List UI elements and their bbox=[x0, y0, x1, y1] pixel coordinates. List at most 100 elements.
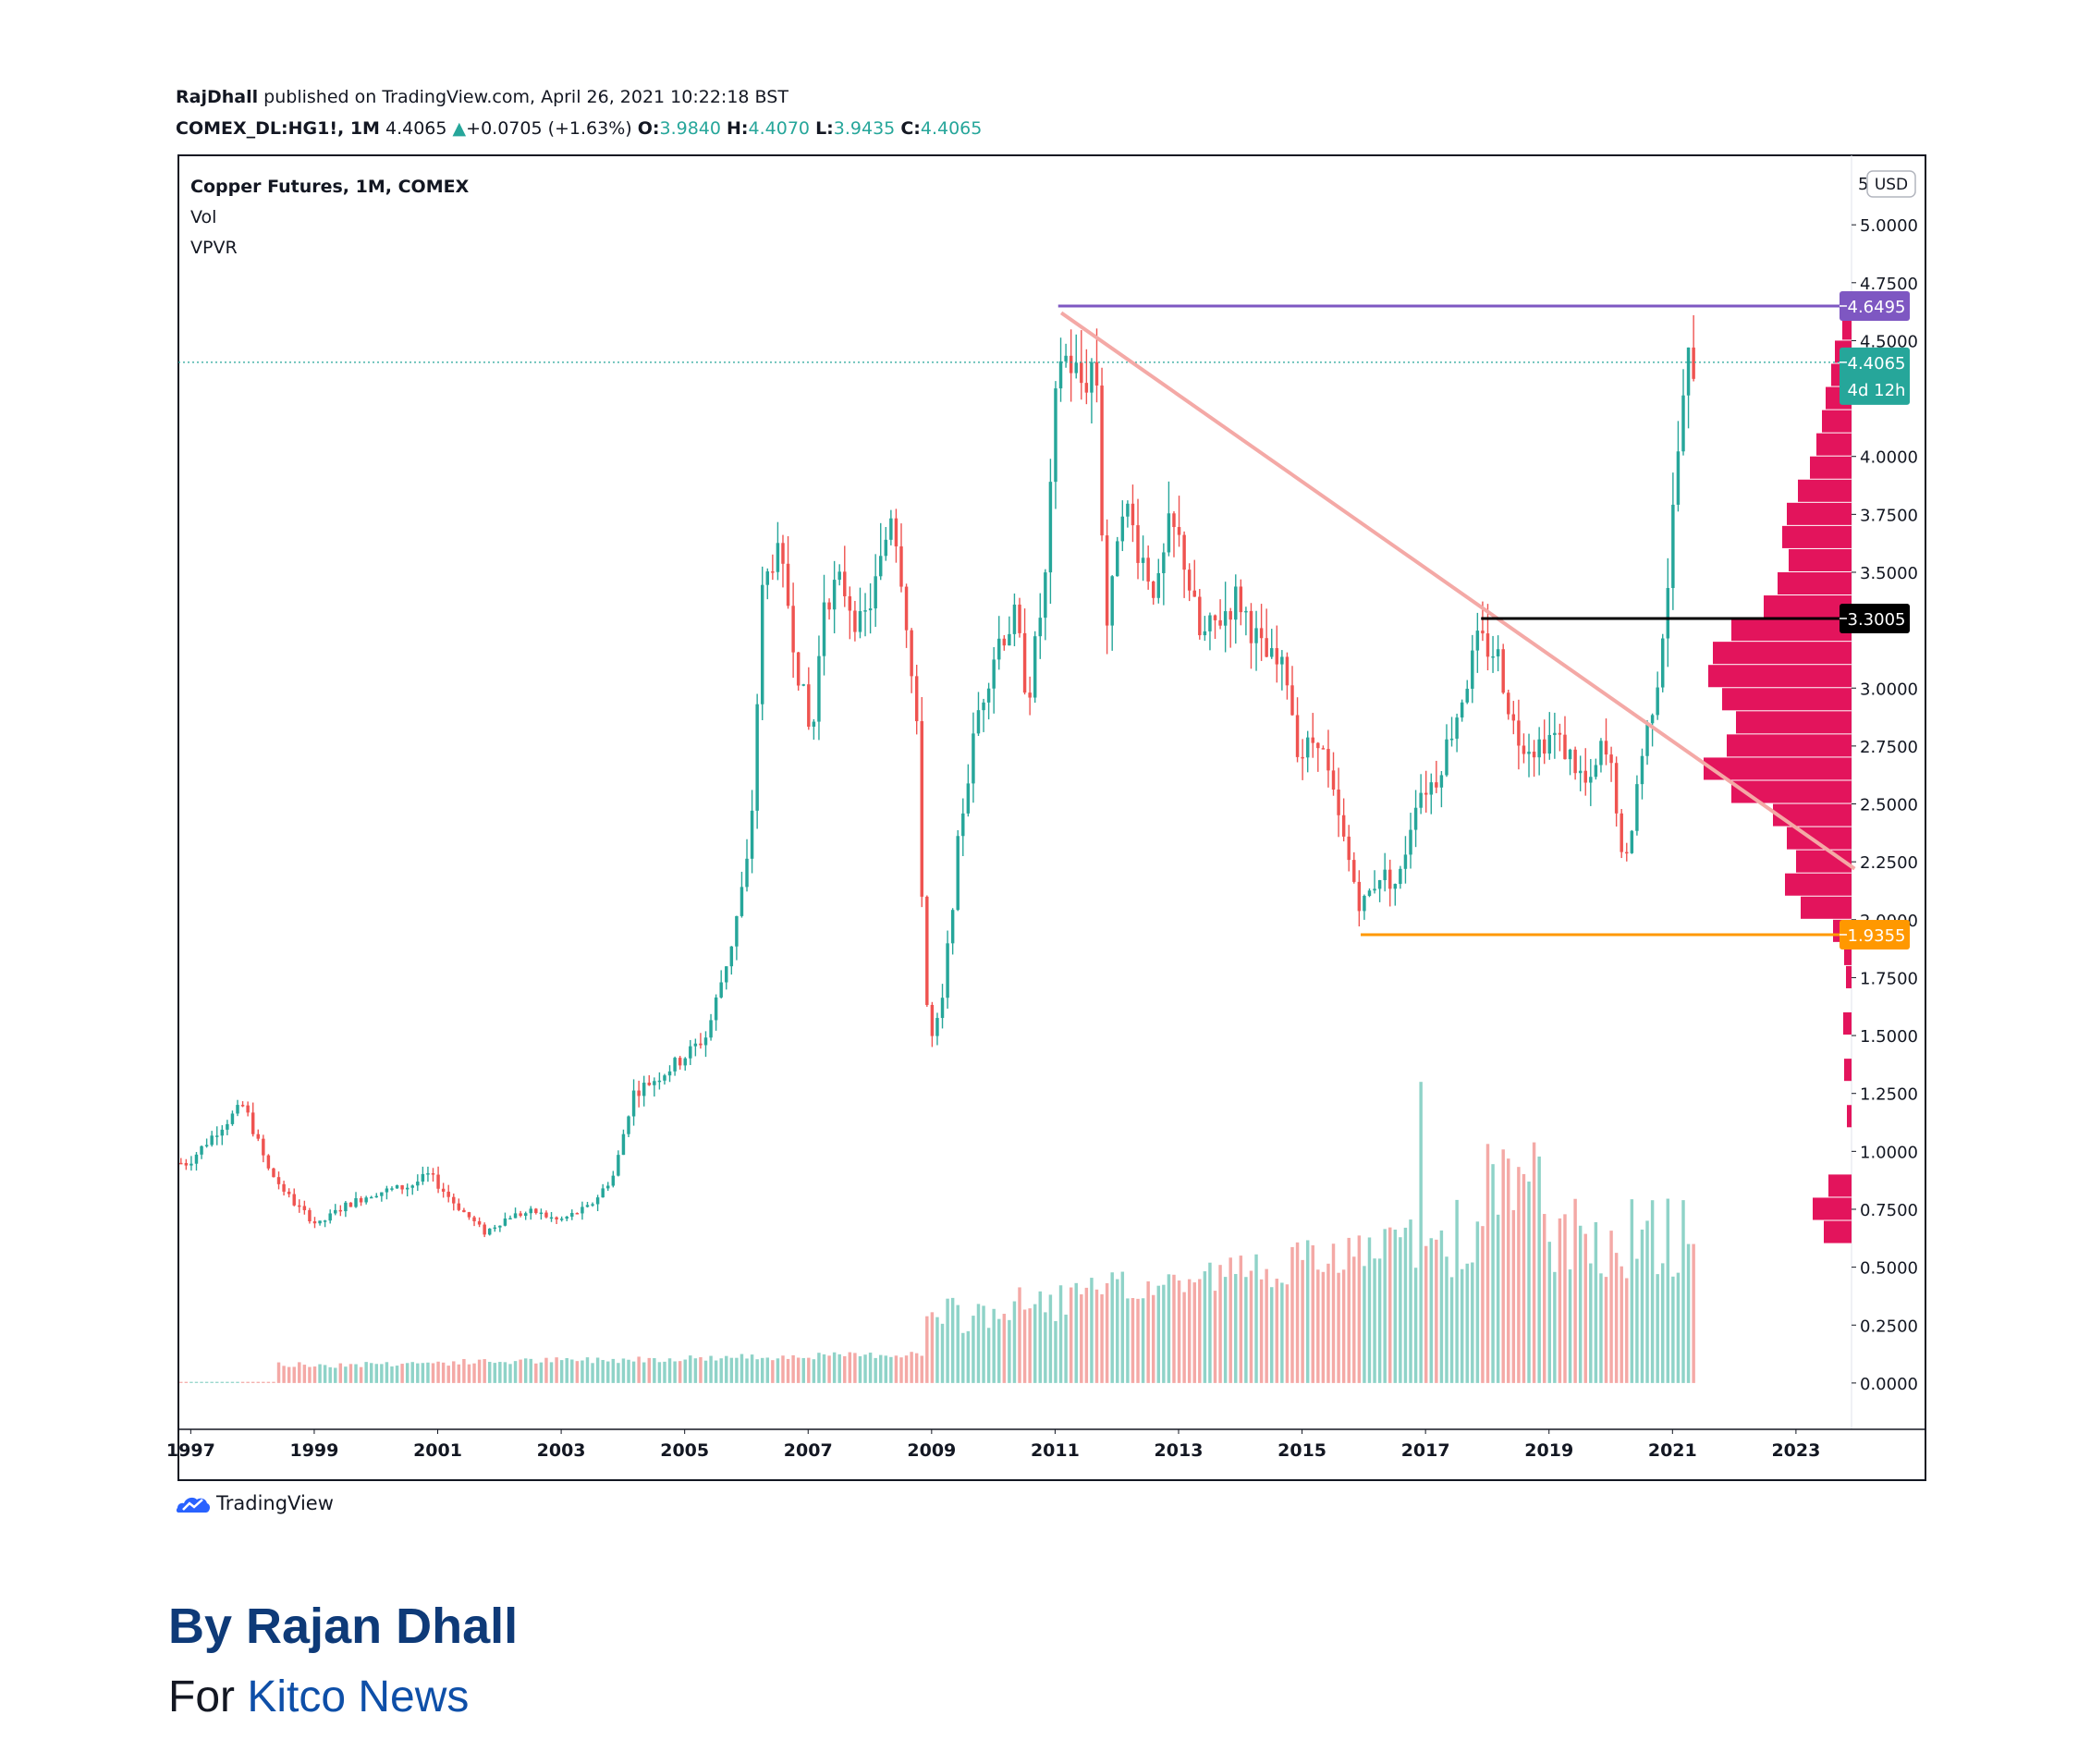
currency-selector[interactable]: 5 USD bbox=[1858, 170, 1916, 198]
candle bbox=[617, 1150, 620, 1177]
volume-bar bbox=[1553, 1271, 1557, 1383]
candle bbox=[1316, 741, 1320, 772]
candle bbox=[1625, 842, 1629, 862]
volume-bar bbox=[555, 1357, 558, 1383]
candle bbox=[523, 1211, 528, 1220]
candle bbox=[1126, 500, 1130, 528]
volume-bar bbox=[1435, 1239, 1438, 1383]
time-tick-label: 2017 bbox=[1401, 1440, 1450, 1461]
candle bbox=[1491, 635, 1495, 673]
volume-bar bbox=[1517, 1167, 1521, 1383]
volume-bar bbox=[1429, 1238, 1433, 1383]
high-label: H: bbox=[727, 118, 749, 139]
candle bbox=[1337, 767, 1340, 838]
candle bbox=[1208, 612, 1212, 651]
price-tick-label: 3.5000 bbox=[1860, 564, 1918, 583]
volume-bar bbox=[673, 1361, 677, 1383]
candle bbox=[318, 1220, 322, 1226]
candle bbox=[565, 1216, 568, 1221]
candle bbox=[606, 1182, 610, 1192]
candle bbox=[1692, 314, 1695, 382]
vpvr-bar bbox=[1842, 317, 1852, 340]
volume-bar bbox=[1223, 1277, 1228, 1383]
open-label: O: bbox=[637, 118, 660, 139]
candle bbox=[714, 994, 718, 1031]
candle bbox=[1599, 738, 1603, 773]
volume-bar bbox=[266, 1381, 271, 1383]
candle bbox=[832, 560, 837, 634]
candle bbox=[1460, 699, 1464, 722]
price-tick-label: 0.0000 bbox=[1860, 1375, 1918, 1394]
volume-bar bbox=[364, 1362, 368, 1383]
vpvr-indicator-label[interactable]: VPVR bbox=[190, 238, 238, 258]
volume-bar bbox=[1270, 1287, 1274, 1383]
candle bbox=[637, 1080, 641, 1108]
volume-bar bbox=[1645, 1220, 1649, 1383]
time-tick-label: 2007 bbox=[784, 1440, 833, 1461]
candle bbox=[889, 509, 893, 545]
time-axis[interactable]: 1997 1999 2001 2003 2005 2007 2009 2011 2013 2015… bbox=[166, 1429, 1820, 1461]
time-tick-label: 1997 bbox=[166, 1440, 215, 1461]
candle bbox=[298, 1199, 301, 1213]
price-label-pivot[interactable]: 3.3005 bbox=[1840, 603, 1910, 633]
candle bbox=[1604, 718, 1608, 766]
candle bbox=[837, 564, 841, 586]
ohlc-line: COMEX_DL:HG1!, 1M 4.4065 ▲+0.0705 (+1.63… bbox=[176, 113, 982, 144]
volume-bar bbox=[617, 1363, 620, 1383]
price-label-support[interactable]: 1.9355 bbox=[1840, 919, 1910, 949]
price-label-resistance[interactable]: 4.6495 bbox=[1840, 290, 1910, 321]
currency-label[interactable]: USD bbox=[1875, 176, 1908, 194]
volume-bar bbox=[760, 1357, 764, 1383]
tradingview-brand[interactable]: TradingView bbox=[176, 1490, 334, 1516]
price-axis[interactable]: 5.0000 4.7500 4.5000 4.0000 3.7500 3.5000 3.00… bbox=[1852, 216, 1918, 1394]
vpvr-bar bbox=[1736, 711, 1852, 734]
candle bbox=[1116, 536, 1119, 577]
volume-bar bbox=[513, 1361, 518, 1383]
volume-bar bbox=[961, 1332, 965, 1383]
volume-bar bbox=[683, 1359, 687, 1383]
outlet-name[interactable]: Kitco News bbox=[247, 1672, 470, 1721]
candle bbox=[1573, 746, 1577, 780]
candle bbox=[1018, 597, 1021, 638]
volume-bar bbox=[972, 1316, 975, 1383]
time-tick-label: 2005 bbox=[660, 1440, 709, 1461]
volume-bar bbox=[1455, 1199, 1459, 1383]
volume-bar bbox=[1090, 1278, 1094, 1383]
price-label-last[interactable]: 4.4065 4d 12h bbox=[1840, 347, 1910, 405]
vpvr-bar bbox=[1731, 780, 1852, 803]
volume-bar bbox=[1012, 1301, 1017, 1383]
candle bbox=[575, 1212, 580, 1215]
trend-line[interactable] bbox=[1059, 311, 1856, 871]
volume-bar bbox=[395, 1366, 399, 1383]
volume-bar bbox=[467, 1364, 471, 1383]
time-tick-label: 2003 bbox=[537, 1440, 586, 1461]
volume-bar bbox=[1686, 1243, 1691, 1383]
vpvr-bar bbox=[1847, 1105, 1852, 1128]
candle bbox=[1676, 421, 1681, 512]
volume-bar bbox=[1399, 1237, 1402, 1383]
volume-bar bbox=[729, 1357, 734, 1383]
candle bbox=[1485, 604, 1490, 671]
volume-bar bbox=[575, 1361, 580, 1383]
volume-bar bbox=[287, 1366, 291, 1383]
candle bbox=[1213, 614, 1217, 640]
volume-bar bbox=[719, 1358, 723, 1383]
candle bbox=[559, 1216, 564, 1222]
volume-bar bbox=[1008, 1319, 1011, 1383]
vpvr-bar bbox=[1822, 410, 1852, 433]
volume-bars bbox=[179, 1082, 1695, 1383]
candle bbox=[493, 1224, 497, 1232]
volume-bar bbox=[642, 1362, 646, 1383]
volume-indicator-label[interactable]: Vol bbox=[190, 207, 216, 227]
author-name[interactable]: RajDhall bbox=[176, 87, 259, 107]
currency-box[interactable] bbox=[1866, 170, 1916, 198]
candle bbox=[380, 1192, 384, 1202]
candle bbox=[961, 798, 965, 856]
candle bbox=[204, 1138, 209, 1148]
main-series-title[interactable]: Copper Futures, 1M, COMEX bbox=[190, 177, 470, 197]
volume-bar bbox=[318, 1364, 322, 1383]
candle bbox=[1080, 330, 1083, 400]
candle bbox=[1012, 593, 1017, 646]
candle bbox=[472, 1215, 476, 1227]
